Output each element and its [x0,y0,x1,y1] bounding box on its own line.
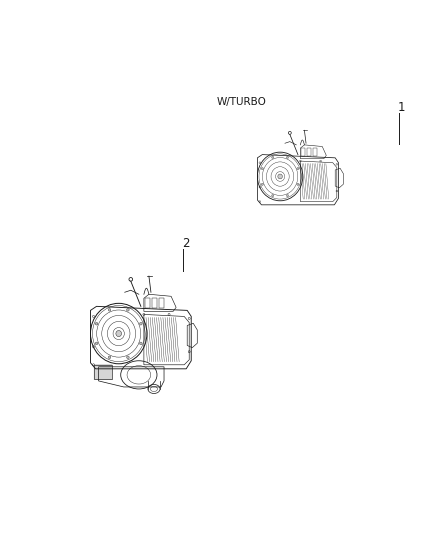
Bar [313,148,317,156]
Ellipse shape [116,330,121,336]
Circle shape [261,183,263,185]
Ellipse shape [278,174,283,179]
Circle shape [286,156,289,158]
Text: 1: 1 [398,101,405,114]
Circle shape [140,322,142,325]
Bar [307,148,311,156]
Circle shape [272,195,274,197]
Circle shape [127,356,129,359]
Text: W/TURBO: W/TURBO [217,97,267,107]
Circle shape [95,342,98,345]
Circle shape [272,156,274,158]
Bar [145,298,150,309]
Bar [93,365,112,379]
Circle shape [108,309,111,311]
Bar [152,298,157,309]
Circle shape [108,356,111,359]
Circle shape [286,195,289,197]
Circle shape [95,322,98,325]
Text: 2: 2 [182,237,189,250]
Circle shape [261,167,263,169]
Circle shape [127,309,129,311]
Circle shape [297,167,299,169]
Circle shape [297,183,299,185]
Bar [159,298,164,309]
Bar [301,148,305,156]
Circle shape [140,342,142,345]
